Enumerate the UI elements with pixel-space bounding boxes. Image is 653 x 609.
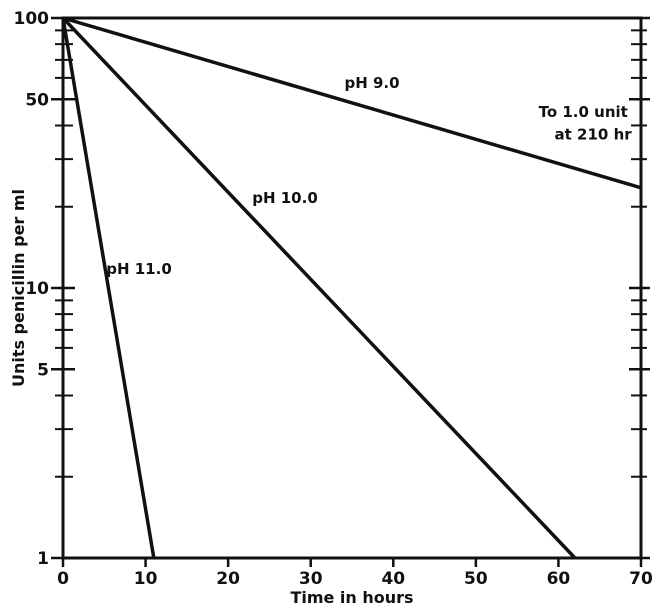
x-tick-label: 30: [299, 569, 323, 589]
y-tick-label: 50: [25, 90, 49, 110]
series-labels: pH 9.0 pH 10.0 pH 11.0: [106, 74, 399, 278]
x-tick-labels: 0 10 20 30 40 50 60 70: [57, 569, 653, 589]
x-tick-label: 10: [134, 569, 158, 589]
x-tick-label: 0: [57, 569, 69, 589]
x-tick-label: 70: [629, 569, 653, 589]
y-tick-labels: 1 5 10 50 100: [14, 9, 50, 569]
series-line-ph-11-0: [61, 17, 156, 559]
series-label-ph-10-0: pH 10.0: [252, 189, 318, 207]
x-tick-label: 40: [381, 569, 405, 589]
annotations: To 1.0 unit at 210 hr: [539, 103, 633, 143]
y-tick-label: 5: [37, 360, 49, 380]
axis-ticks: [51, 16, 650, 567]
series-label-ph-9-0: pH 9.0: [344, 74, 399, 92]
x-axis-title: Time in hours: [290, 588, 413, 607]
x-tick-label: 60: [547, 569, 571, 589]
annotation-text: at 210 hr: [555, 125, 633, 143]
y-tick-label: 10: [25, 279, 49, 299]
series-line-ph-10-0: [61, 16, 577, 560]
plot-frame: [61, 16, 643, 560]
x-tick-label: 20: [216, 569, 240, 589]
y-tick-label: 100: [14, 9, 50, 29]
series-label-ph-11-0: pH 11.0: [106, 260, 172, 278]
series-line-ph-9-0: [62, 16, 642, 190]
series-lines: [61, 16, 642, 560]
y-tick-label: 1: [37, 549, 49, 569]
annotation-text: To 1.0 unit: [539, 103, 628, 121]
y-axis-title: Units penicillin per ml: [9, 189, 28, 387]
x-tick-label: 50: [464, 569, 488, 589]
